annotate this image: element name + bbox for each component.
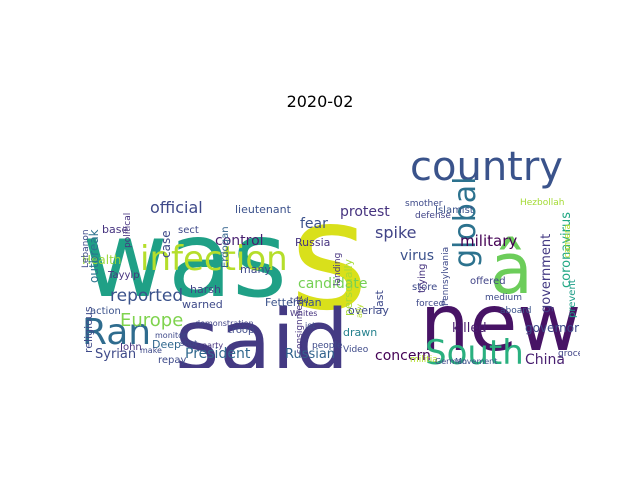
cloud-word: personally — [342, 258, 355, 316]
cloud-word: prevent — [567, 279, 578, 318]
cloud-word: Tayyip — [107, 270, 140, 281]
cloud-word: new — [420, 279, 580, 368]
word-cloud: was s said new â country infection Ran South glob… — [80, 118, 580, 368]
cloud-word: political — [123, 213, 133, 248]
cloud-word: drawn — [343, 326, 377, 339]
cloud-word: control — [215, 233, 264, 249]
cloud-word: virus — [400, 248, 434, 264]
cloud-word: militia — [410, 355, 438, 365]
cloud-word: action — [90, 306, 121, 317]
cloud-word: last — [373, 289, 386, 310]
cloud-word: tried — [290, 296, 309, 305]
cloud-word: Whites — [290, 309, 317, 318]
cloud-word: Russian — [285, 347, 335, 362]
cloud-word: reported — [110, 286, 183, 306]
cloud-word: Ran — [82, 312, 151, 353]
cloud-word: was — [82, 199, 287, 321]
cloud-word: lieutenant — [235, 203, 292, 216]
cloud-word: spike — [375, 223, 416, 242]
cloud-word: Lebanon — [81, 229, 91, 268]
cloud-word: sect — [178, 225, 199, 236]
cloud-word: â — [490, 228, 533, 310]
cloud-word: infection — [140, 239, 288, 279]
cloud-word: harsh — [190, 283, 221, 296]
cloud-word: warned — [182, 298, 223, 311]
cloud-word: protest — [340, 204, 390, 220]
cloud-word: Russia — [295, 236, 330, 249]
cloud-word: smother — [405, 199, 443, 209]
cloud-word: military — [460, 232, 517, 250]
cloud-word: Syrian — [95, 347, 136, 362]
cloud-word: Erdogan — [220, 226, 231, 268]
cloud-word: forced — [416, 299, 444, 309]
cloud-word: monitor — [155, 331, 187, 340]
cloud-word: landing — [333, 253, 343, 286]
cloud-word: consignment — [295, 295, 305, 354]
cloud-word: said — [175, 292, 349, 368]
cloud-word: religious — [82, 306, 95, 353]
cloud-word: store — [412, 282, 437, 293]
cloud-word: government — [539, 234, 554, 313]
cloud-word: grocer — [558, 349, 580, 359]
cloud-word: Video — [343, 345, 369, 355]
cloud-word: shot — [180, 339, 197, 348]
cloud-word: South — [425, 333, 524, 368]
cloud-word: coronavirus — [559, 212, 574, 288]
cloud-word: people — [312, 341, 343, 351]
cloud-word: defense — [415, 211, 451, 221]
cloud-word: concern — [375, 348, 431, 364]
cloud-word: trying — [417, 264, 428, 293]
cloud-word: candidate — [298, 276, 368, 292]
cloud-word: overlay — [348, 304, 389, 317]
cloud-word: Health — [82, 253, 121, 267]
cloud-word: Islamist — [435, 205, 474, 216]
cloud-word: governor — [525, 321, 579, 335]
cloud-word: s — [290, 170, 368, 344]
cloud-word: fear — [300, 216, 328, 232]
cloud-word: German — [435, 357, 467, 366]
cloud-word: President — [185, 346, 251, 362]
chart-title: 2020-02 — [286, 92, 354, 111]
cloud-word: offered — [470, 276, 506, 287]
cloud-word: killed — [452, 321, 487, 336]
cloud-word: global — [448, 177, 483, 269]
cloud-word: John — [119, 342, 142, 353]
cloud-word: aboard — [500, 306, 532, 316]
cloud-word: jet — [304, 321, 315, 330]
cloud-word: Fetterman — [265, 296, 322, 309]
cloud-word: troop — [228, 325, 254, 336]
cloud-word: China — [525, 352, 565, 368]
cloud-word: Hezbollah — [520, 198, 564, 208]
cloud-word: party — [202, 341, 223, 350]
cloud-word: Deep — [152, 338, 181, 351]
cloud-word: demonstration — [195, 319, 254, 328]
cloud-word: repay — [158, 355, 187, 366]
cloud-word: camera — [563, 224, 573, 258]
cloud-word: medium — [485, 293, 522, 303]
cloud-word: country — [410, 144, 563, 190]
cloud-word: Movement — [455, 357, 497, 366]
cloud-word: Europe — [120, 310, 183, 331]
cloud-word: Pennsylvania — [441, 247, 451, 306]
cloud-word: ally — [355, 304, 364, 318]
cloud-word: make — [140, 346, 162, 355]
cloud-word: many — [240, 263, 271, 276]
cloud-word: official — [150, 198, 203, 217]
cloud-word: case — [159, 230, 173, 258]
cloud-word: base — [102, 223, 128, 236]
cloud-word: outbreak — [87, 229, 101, 283]
